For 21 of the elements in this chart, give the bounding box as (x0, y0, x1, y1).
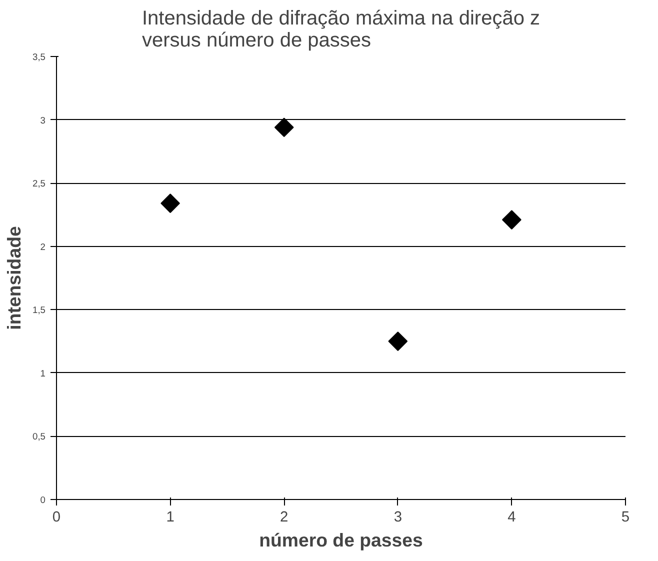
point (274, 118, 294, 138)
x-tick-label: 0 (52, 510, 61, 526)
point (388, 332, 408, 351)
y-tick-label: 2,5 (32, 178, 46, 189)
x-tick-label: 4 (508, 510, 516, 526)
y-axis-title: intensidade (4, 226, 25, 330)
x-axis-title: número de passes (259, 530, 423, 550)
y-tick-label: 0 (40, 495, 46, 505)
y-tick-label: 3 (40, 115, 46, 126)
y-tick-label: 3,5 (32, 52, 46, 62)
chart-title: Intensidade de difração máxima na direção z versus número de passes (142, 8, 540, 52)
x-tick-label: 3 (394, 510, 402, 526)
y-tick-label: 1,5 (32, 305, 46, 316)
x-tick-label: 5 (621, 510, 630, 526)
point (160, 194, 180, 214)
x-tick-label: 1 (166, 510, 174, 526)
y-tick-label: 1 (40, 368, 46, 378)
y-tick-label: 0,5 (32, 432, 46, 442)
point (502, 210, 522, 230)
x-tick-label: 2 (280, 510, 288, 526)
y-tick-label: 2 (40, 242, 46, 252)
